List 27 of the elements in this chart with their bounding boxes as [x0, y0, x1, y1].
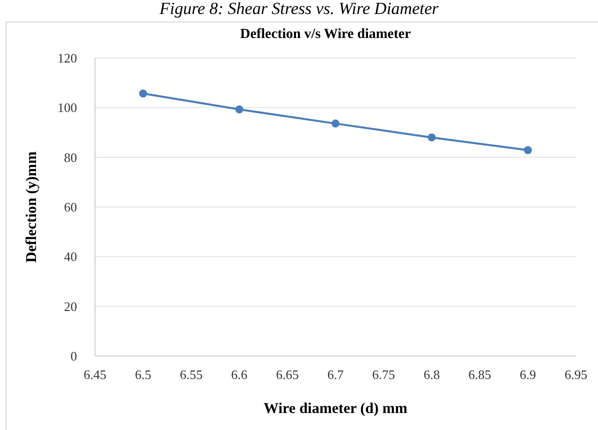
x-tick-label: 6.7: [327, 367, 344, 382]
x-tick-label: 6.95: [564, 367, 588, 382]
x-tick-label: 6.6: [231, 367, 248, 382]
y-axis-title: Deflection (y)mm: [24, 150, 40, 263]
x-tick-label: 6.9: [520, 367, 536, 382]
y-tick-label: 20: [64, 298, 77, 314]
x-tick-label: 6.5: [134, 367, 152, 382]
x-tick-label: 6.75: [372, 367, 395, 382]
caption: Figure 8: Shear Stress vs. Wire Diameter: [158, 0, 439, 18]
y-tick-label: 0: [70, 348, 77, 364]
x-tick-label: 6.85: [468, 367, 492, 382]
x-tick-label: 6.65: [276, 367, 299, 382]
y-tick-label: 40: [64, 249, 77, 264]
y-tick-label: 120: [58, 50, 77, 66]
x-tick-label: 6.45: [84, 367, 106, 382]
x-tick-label: 6.55: [180, 367, 203, 382]
point: [332, 120, 340, 128]
point: [235, 105, 244, 114]
y-tick-label: 60: [64, 200, 77, 215]
point: [139, 90, 148, 98]
point: [524, 146, 532, 154]
x-tick-label: 6.8: [424, 367, 440, 382]
y-tick-label: 100: [58, 100, 77, 116]
chart-title: Deflection v/s Wire diameter: [240, 27, 411, 42]
point: [428, 133, 436, 142]
x-axis-title: Wire diameter (d) mm: [264, 401, 408, 417]
y-tick-label: 80: [64, 150, 77, 165]
